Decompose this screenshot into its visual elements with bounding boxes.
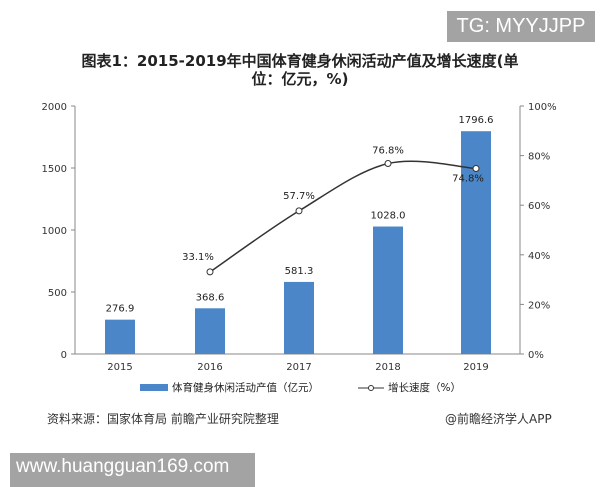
chart-title: 图表1：2015-2019年中国体育健身休闲活动产值及增长速度(单 位：亿元，%… <box>60 52 540 88</box>
title-line-1: 图表1：2015-2019年中国体育健身休闲活动产值及增长速度(单 <box>81 52 519 70</box>
right-tick-label: 20% <box>528 300 550 311</box>
watermark-url: www.huangguan169.com <box>10 453 255 487</box>
bar <box>195 308 225 354</box>
right-tick-label: 60% <box>528 201 550 212</box>
bar-label: 368.6 <box>196 292 225 303</box>
growth-point <box>384 160 392 168</box>
left-tick-label: 1500 <box>42 164 67 175</box>
x-tick-label: 2018 <box>375 362 400 373</box>
left-tick-label: 500 <box>48 288 67 299</box>
right-tick-label: 40% <box>528 251 550 262</box>
left-tick-label: 0 <box>61 350 67 361</box>
legend-bar-label: 体育健身休闲活动产值（亿元） <box>172 381 319 394</box>
legend-bar-swatch <box>140 384 168 391</box>
growth-point <box>295 207 303 215</box>
bar <box>284 281 314 354</box>
growth-point <box>472 164 480 172</box>
bar <box>461 131 491 354</box>
credit: @前瞻经济学人APP <box>445 412 552 426</box>
watermark-tg: TG: MYYJJPP <box>447 11 595 42</box>
x-tick-label: 2019 <box>463 362 488 373</box>
source-note: 资料来源：国家体育局 前瞻产业研究院整理 <box>47 412 279 426</box>
bar-label: 1796.6 <box>459 115 494 126</box>
growth-label: 76.8% <box>372 146 404 157</box>
legend-line-marker <box>368 385 374 391</box>
right-tick-label: 80% <box>528 152 550 163</box>
right-tick-label: 0% <box>528 350 544 361</box>
bar <box>373 226 403 354</box>
x-tick-label: 2015 <box>107 362 132 373</box>
x-tick-label: 2017 <box>286 362 311 373</box>
left-tick-label: 1000 <box>42 226 67 237</box>
title-line-2: 位：亿元，%) <box>251 70 349 88</box>
bar-label: 1028.0 <box>371 211 406 222</box>
legend-line-label: 增长速度（%） <box>388 381 461 394</box>
bar <box>105 319 135 354</box>
right-tick-label: 100% <box>528 102 557 113</box>
bar-label: 581.3 <box>285 266 314 277</box>
growth-point <box>206 268 214 276</box>
growth-label: 74.8% <box>452 173 484 184</box>
left-tick-label: 2000 <box>42 102 67 113</box>
growth-line <box>209 160 477 273</box>
growth-label: 57.7% <box>283 191 315 202</box>
growth-label: 33.1% <box>182 252 214 263</box>
x-tick-label: 2016 <box>197 362 222 373</box>
bar-label: 276.9 <box>106 304 135 315</box>
